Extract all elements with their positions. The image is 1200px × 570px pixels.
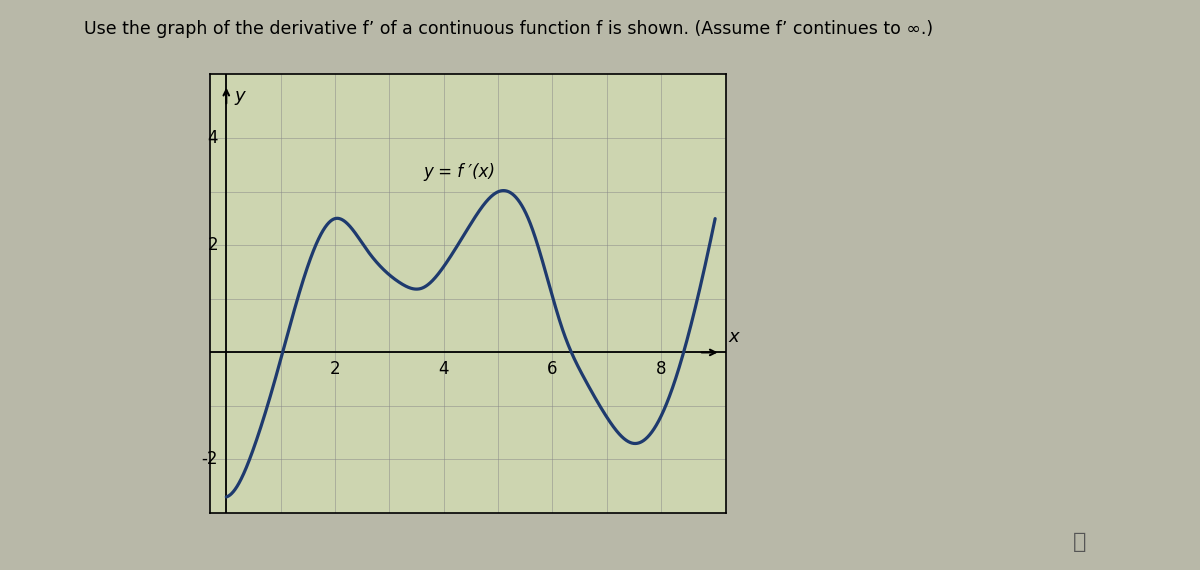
Text: 8: 8 [655, 360, 666, 378]
Text: 6: 6 [547, 360, 558, 378]
Text: Use the graph of the derivative f’ of a continuous function f is shown. (Assume : Use the graph of the derivative f’ of a … [84, 20, 934, 38]
Text: 4: 4 [208, 129, 218, 147]
Text: x: x [728, 328, 739, 346]
Text: y = f ′(x): y = f ′(x) [424, 163, 496, 181]
Text: 2: 2 [330, 360, 341, 378]
Text: -2: -2 [202, 450, 218, 469]
Text: y: y [234, 87, 245, 105]
Text: ⓘ: ⓘ [1073, 531, 1087, 552]
Text: 2: 2 [208, 237, 218, 254]
Text: 4: 4 [438, 360, 449, 378]
